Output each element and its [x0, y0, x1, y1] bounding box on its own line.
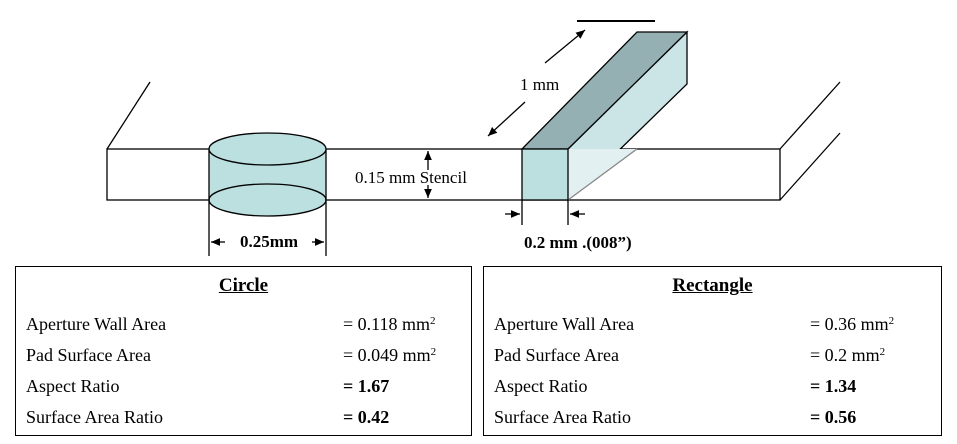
rectangle-table: Rectangle Aperture Wall Area = 0.36 mm2 Pa…	[483, 266, 942, 436]
slab-depth-left	[106, 81, 151, 150]
table-row: Surface Area Ratio = 0.42	[26, 407, 471, 431]
row-label: Surface Area Ratio	[494, 407, 631, 427]
row-label: Pad Surface Area	[494, 345, 619, 365]
row-value-text: = 0.36 mm	[810, 314, 889, 334]
circle-title: Circle	[218, 275, 269, 296]
circular-aperture	[208, 132, 327, 217]
rect-width-label: 0.2 mm .(008”)	[524, 233, 632, 252]
row-value-text: = 0.118 mm	[343, 314, 430, 334]
row-value: = 0.2 mm2	[810, 345, 885, 366]
row-value: = 0.049 mm2	[343, 345, 436, 366]
row-value-text: = 1.67	[343, 376, 390, 396]
unit-exponent: 2	[430, 346, 437, 358]
circle-table: Circle Aperture Wall Area = 0.118 mm2 Pad …	[15, 266, 472, 436]
rectangle-title: Rectangle	[672, 275, 753, 296]
unit-exponent: 2	[879, 346, 886, 358]
row-value-text: = 0.049 mm	[343, 345, 431, 365]
table-row: Aspect Ratio = 1.67	[26, 376, 471, 400]
row-label: Aperture Wall Area	[494, 314, 635, 334]
table-row: Pad Surface Area = 0.049 mm2	[26, 345, 471, 369]
circle-diameter-label: 0.25mm	[240, 232, 299, 251]
row-label: Aspect Ratio	[494, 376, 588, 396]
row-value-text: = 0.42	[343, 407, 390, 427]
unit-exponent: 2	[430, 315, 436, 327]
table-row: Aperture Wall Area = 0.118 mm2	[26, 314, 471, 338]
table-row: Aspect Ratio = 1.34	[494, 376, 941, 400]
row-label: Surface Area Ratio	[26, 407, 163, 427]
slab-depth-right-top	[779, 81, 841, 150]
unit-exponent: 2	[888, 315, 895, 327]
table-row: Surface Area Ratio = 0.56	[494, 407, 941, 431]
length-arrow-up	[544, 29, 586, 64]
row-value: = 0.118 mm2	[343, 314, 436, 335]
thickness-label: 0.15 mm Stencil	[355, 168, 467, 187]
row-value-text: = 1.34	[810, 376, 857, 396]
row-value-text: = 0.2 mm	[810, 345, 880, 365]
slab-depth-right-bottom	[779, 132, 841, 201]
row-value: = 0.56	[810, 407, 856, 428]
row-value: = 1.67	[343, 376, 389, 397]
row-label: Pad Surface Area	[26, 345, 151, 365]
row-label: Aspect Ratio	[26, 376, 120, 396]
row-value: = 0.42	[343, 407, 389, 428]
row-value: = 0.36 mm2	[810, 314, 894, 335]
rectangular-aperture	[520, 30, 689, 202]
row-value: = 1.34	[810, 376, 856, 397]
table-row: Pad Surface Area = 0.2 mm2	[494, 345, 941, 369]
table-row: Aperture Wall Area = 0.36 mm2	[494, 314, 941, 338]
length-label: 1 mm	[520, 75, 560, 94]
length-arrow-down	[487, 101, 526, 137]
row-label: Aperture Wall Area	[26, 314, 167, 334]
row-value-text: = 0.56	[810, 407, 857, 427]
